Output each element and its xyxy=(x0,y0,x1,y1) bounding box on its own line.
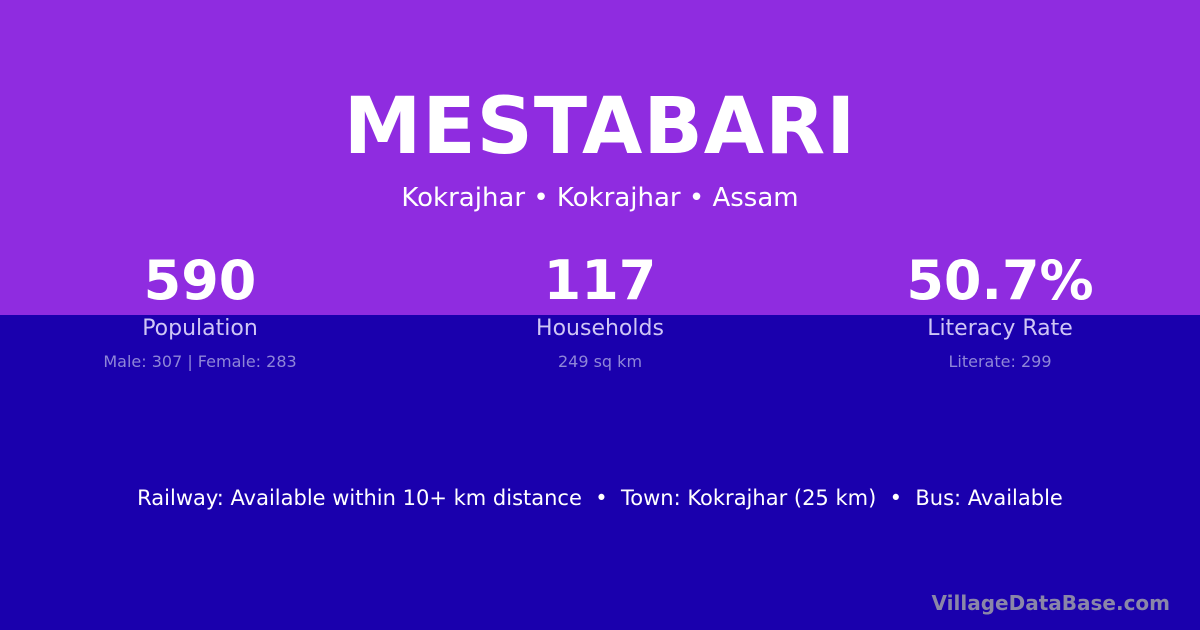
stat-detail: Literate: 299 xyxy=(948,352,1052,371)
location-breadcrumb: Kokrajhar • Kokrajhar • Assam xyxy=(401,183,799,213)
stat-households: 117 Households 249 sq km xyxy=(400,249,800,372)
stat-label: Households xyxy=(536,316,664,341)
stat-literacy: 50.7% Literacy Rate Literate: 299 xyxy=(800,249,1200,372)
stat-value: 50.7% xyxy=(906,249,1094,312)
header-band xyxy=(0,0,1200,315)
brand-logo: VillageDataBase.com xyxy=(931,591,1170,615)
stat-detail: Male: 307 | Female: 283 xyxy=(103,352,297,371)
stat-label: Population xyxy=(142,316,258,341)
stat-value: 117 xyxy=(543,249,657,312)
connectivity-info: Railway: Available within 10+ km distanc… xyxy=(137,486,1063,510)
stat-label: Literacy Rate xyxy=(927,316,1073,341)
stat-detail: 249 sq km xyxy=(557,352,643,371)
stat-value: 590 xyxy=(143,249,257,312)
village-title: MESTABARI xyxy=(343,82,857,172)
stat-population: 590 Population Male: 307 | Female: 283 xyxy=(0,249,400,372)
